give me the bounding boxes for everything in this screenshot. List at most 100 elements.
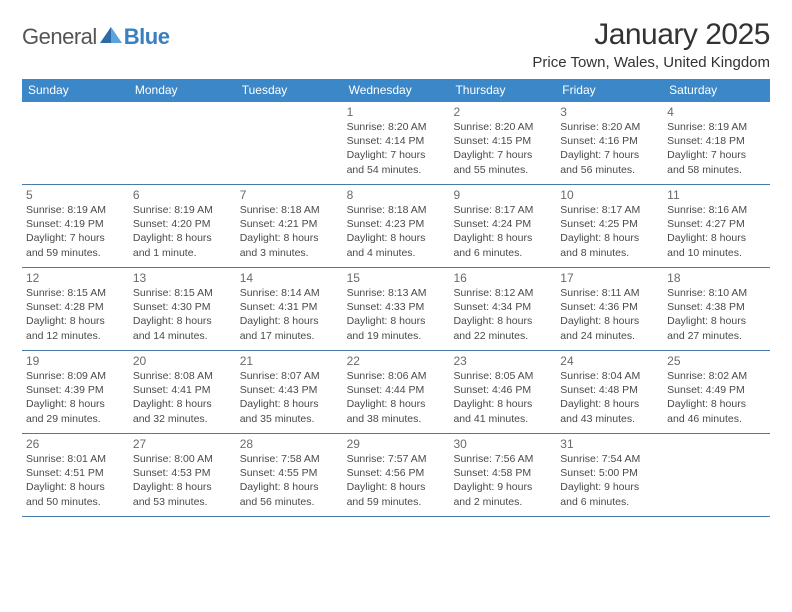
day-info-line: Sunrise: 8:16 AM [667, 203, 766, 217]
day-info-line: Daylight: 8 hours [560, 231, 659, 245]
day-info-line: Sunrise: 8:01 AM [26, 452, 125, 466]
day-number: 30 [453, 437, 552, 451]
day-info-line: Sunset: 4:30 PM [133, 300, 232, 314]
day-info-line: Sunrise: 8:20 AM [453, 120, 552, 134]
day-info-line: and 59 minutes. [347, 495, 446, 509]
title-block: January 2025 Price Town, Wales, United K… [532, 18, 770, 71]
day-info-line: and 22 minutes. [453, 329, 552, 343]
day-cell: 2Sunrise: 8:20 AMSunset: 4:15 PMDaylight… [449, 102, 556, 184]
day-cell: 3Sunrise: 8:20 AMSunset: 4:16 PMDaylight… [556, 102, 663, 184]
day-info-line: Sunrise: 8:09 AM [26, 369, 125, 383]
day-info-line: Sunrise: 8:18 AM [347, 203, 446, 217]
day-info-line: Sunrise: 8:19 AM [133, 203, 232, 217]
day-info-line: Daylight: 8 hours [240, 480, 339, 494]
day-cell: 18Sunrise: 8:10 AMSunset: 4:38 PMDayligh… [663, 268, 770, 350]
day-number: 5 [26, 188, 125, 202]
day-info-line: Sunrise: 7:57 AM [347, 452, 446, 466]
day-number: 27 [133, 437, 232, 451]
day-info-line: and 35 minutes. [240, 412, 339, 426]
day-cell: 27Sunrise: 8:00 AMSunset: 4:53 PMDayligh… [129, 434, 236, 516]
day-cell: 15Sunrise: 8:13 AMSunset: 4:33 PMDayligh… [343, 268, 450, 350]
day-info-line: and 58 minutes. [667, 163, 766, 177]
day-info-line: Sunrise: 8:15 AM [26, 286, 125, 300]
day-cell: 4Sunrise: 8:19 AMSunset: 4:18 PMDaylight… [663, 102, 770, 184]
day-info-line: Sunset: 4:24 PM [453, 217, 552, 231]
day-info-line: Sunrise: 7:56 AM [453, 452, 552, 466]
day-info-line: Sunset: 4:58 PM [453, 466, 552, 480]
day-number: 4 [667, 105, 766, 119]
day-info-line: Daylight: 8 hours [667, 231, 766, 245]
day-cell [236, 102, 343, 184]
day-info-line: Sunrise: 8:15 AM [133, 286, 232, 300]
day-cell: 12Sunrise: 8:15 AMSunset: 4:28 PMDayligh… [22, 268, 129, 350]
day-info-line: Daylight: 7 hours [26, 231, 125, 245]
day-info-line: and 38 minutes. [347, 412, 446, 426]
day-cell: 28Sunrise: 7:58 AMSunset: 4:55 PMDayligh… [236, 434, 343, 516]
day-number: 18 [667, 271, 766, 285]
day-info-line: and 10 minutes. [667, 246, 766, 260]
day-number: 26 [26, 437, 125, 451]
week-row: 19Sunrise: 8:09 AMSunset: 4:39 PMDayligh… [22, 351, 770, 434]
day-cell: 14Sunrise: 8:14 AMSunset: 4:31 PMDayligh… [236, 268, 343, 350]
day-info-line: Sunset: 4:38 PM [667, 300, 766, 314]
day-info-line: Daylight: 8 hours [26, 397, 125, 411]
day-number: 7 [240, 188, 339, 202]
day-info-line: and 29 minutes. [26, 412, 125, 426]
day-info-line: Sunset: 4:41 PM [133, 383, 232, 397]
day-info-line: Sunset: 4:36 PM [560, 300, 659, 314]
day-number: 17 [560, 271, 659, 285]
day-info-line: Daylight: 8 hours [26, 480, 125, 494]
day-info-line: Daylight: 8 hours [453, 397, 552, 411]
day-cell: 7Sunrise: 8:18 AMSunset: 4:21 PMDaylight… [236, 185, 343, 267]
day-info-line: and 14 minutes. [133, 329, 232, 343]
day-info-line: Daylight: 8 hours [667, 397, 766, 411]
day-info-line: and 56 minutes. [240, 495, 339, 509]
day-info-line: Daylight: 8 hours [667, 314, 766, 328]
day-info-line: Daylight: 8 hours [240, 397, 339, 411]
day-info-line: Daylight: 7 hours [453, 148, 552, 162]
day-info-line: Sunrise: 8:17 AM [453, 203, 552, 217]
day-info-line: Sunrise: 8:11 AM [560, 286, 659, 300]
day-number: 11 [667, 188, 766, 202]
day-number: 9 [453, 188, 552, 202]
day-info-line: Daylight: 9 hours [560, 480, 659, 494]
day-number: 31 [560, 437, 659, 451]
day-number: 22 [347, 354, 446, 368]
day-info-line: Sunset: 4:46 PM [453, 383, 552, 397]
day-number: 16 [453, 271, 552, 285]
logo-text: General [22, 24, 97, 50]
day-info-line: Sunset: 4:51 PM [26, 466, 125, 480]
day-info-line: and 2 minutes. [453, 495, 552, 509]
day-info-line: Sunrise: 8:14 AM [240, 286, 339, 300]
day-info-line: Daylight: 7 hours [347, 148, 446, 162]
day-info-line: Sunset: 4:44 PM [347, 383, 446, 397]
day-header: Saturday [663, 79, 770, 102]
calendar: SundayMondayTuesdayWednesdayThursdayFrid… [22, 79, 770, 517]
day-number: 25 [667, 354, 766, 368]
day-info-line: and 46 minutes. [667, 412, 766, 426]
day-number: 8 [347, 188, 446, 202]
day-info-line: Sunrise: 8:05 AM [453, 369, 552, 383]
day-info-line: Sunrise: 8:20 AM [560, 120, 659, 134]
day-cell [129, 102, 236, 184]
day-info-line: Sunrise: 8:00 AM [133, 452, 232, 466]
day-number: 19 [26, 354, 125, 368]
day-cell: 16Sunrise: 8:12 AMSunset: 4:34 PMDayligh… [449, 268, 556, 350]
day-header: Friday [556, 79, 663, 102]
day-info-line: Sunrise: 8:10 AM [667, 286, 766, 300]
day-header: Thursday [449, 79, 556, 102]
month-title: January 2025 [532, 18, 770, 52]
day-info-line: and 27 minutes. [667, 329, 766, 343]
day-info-line: and 41 minutes. [453, 412, 552, 426]
day-cell: 11Sunrise: 8:16 AMSunset: 4:27 PMDayligh… [663, 185, 770, 267]
day-cell: 19Sunrise: 8:09 AMSunset: 4:39 PMDayligh… [22, 351, 129, 433]
day-info-line: Daylight: 8 hours [133, 314, 232, 328]
day-info-line: Sunrise: 8:06 AM [347, 369, 446, 383]
day-info-line: Sunrise: 8:17 AM [560, 203, 659, 217]
day-number: 13 [133, 271, 232, 285]
day-info-line: Sunset: 4:23 PM [347, 217, 446, 231]
location-text: Price Town, Wales, United Kingdom [532, 54, 770, 71]
day-cell: 13Sunrise: 8:15 AMSunset: 4:30 PMDayligh… [129, 268, 236, 350]
weeks-container: 1Sunrise: 8:20 AMSunset: 4:14 PMDaylight… [22, 102, 770, 517]
day-info-line: Daylight: 8 hours [560, 314, 659, 328]
